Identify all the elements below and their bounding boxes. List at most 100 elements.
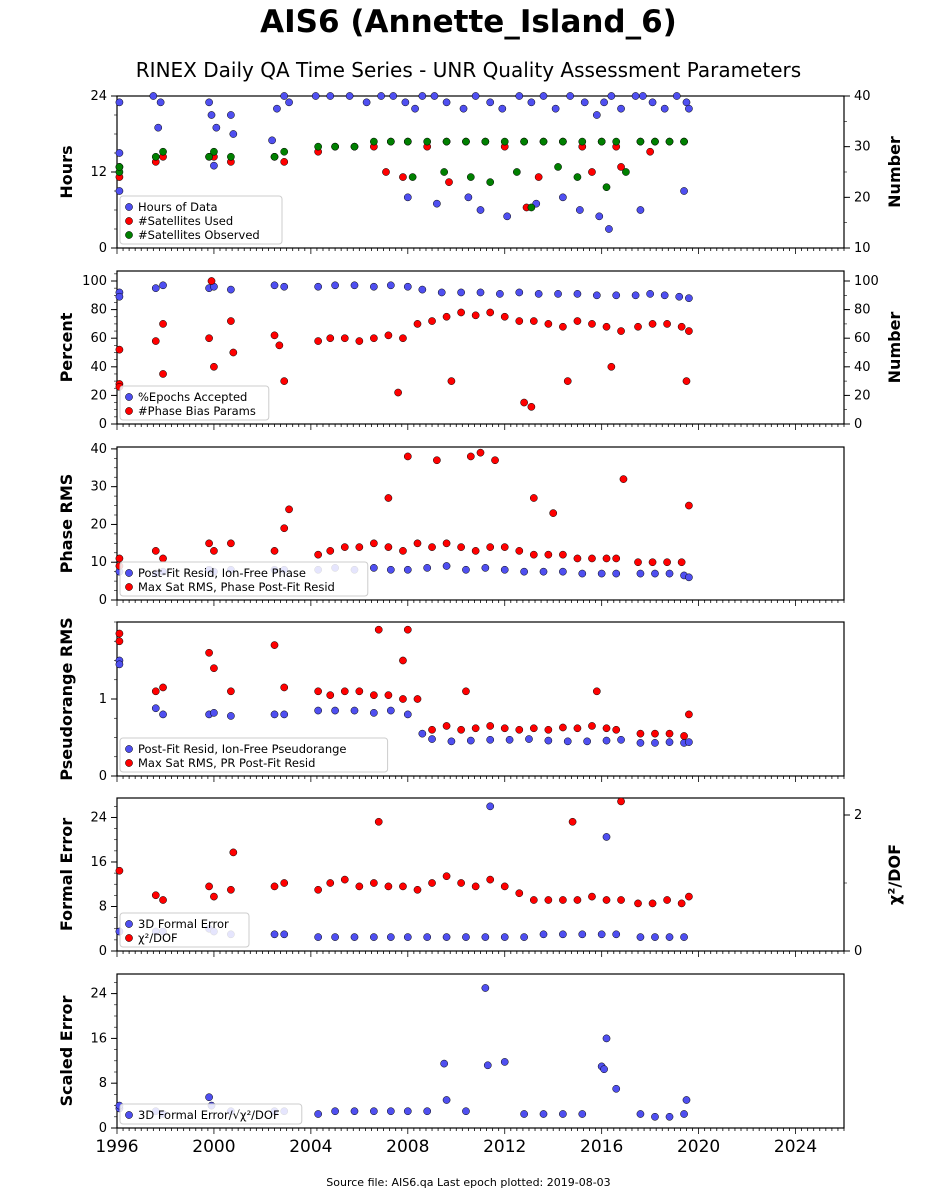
data-point	[280, 930, 289, 939]
data-point	[159, 370, 167, 378]
data-point	[685, 573, 693, 582]
data-point	[403, 710, 412, 719]
data-point	[370, 709, 378, 717]
data-point	[648, 558, 657, 567]
data-point	[563, 737, 572, 746]
data-point	[457, 288, 465, 297]
data-point	[384, 494, 393, 502]
data-point	[370, 1107, 378, 1116]
data-point	[340, 875, 349, 884]
x-tick-label: 2008	[386, 1137, 429, 1157]
data-point	[423, 564, 432, 572]
data-point	[617, 735, 625, 744]
legend-marker	[125, 934, 133, 942]
data-point	[617, 163, 625, 171]
data-point	[314, 933, 322, 941]
data-point	[156, 98, 165, 107]
data-point	[423, 137, 432, 146]
data-point	[573, 896, 582, 904]
legend-marker	[125, 569, 133, 577]
data-point	[370, 539, 378, 548]
y-tick-label: 8	[99, 1076, 107, 1091]
y2-tick-label: 20	[854, 190, 871, 205]
data-point	[413, 539, 422, 548]
data-point	[457, 308, 465, 317]
data-point	[466, 173, 475, 181]
data-point	[634, 322, 642, 331]
data-point	[602, 322, 611, 331]
data-point	[602, 736, 611, 745]
data-point	[544, 736, 553, 745]
data-point	[634, 558, 642, 567]
data-point	[520, 933, 528, 941]
data-point	[355, 543, 364, 551]
data-point	[151, 687, 160, 696]
legend-label: 3D Formal Error/√χ²/DOF	[138, 1108, 280, 1122]
data-point	[229, 130, 238, 138]
legend-marker	[125, 217, 133, 225]
data-point	[280, 92, 289, 100]
legend-box	[119, 1103, 303, 1125]
data-point	[534, 173, 543, 181]
data-point	[544, 896, 553, 904]
data-point	[326, 92, 335, 100]
data-point	[646, 290, 654, 298]
data-point	[602, 724, 611, 733]
data-point	[680, 187, 688, 195]
data-point	[413, 885, 422, 894]
data-point	[442, 312, 451, 321]
y2-tick-label: 60	[854, 331, 871, 346]
data-point	[481, 137, 490, 146]
data-point	[559, 550, 567, 559]
data-point	[205, 1093, 213, 1102]
data-point	[544, 725, 553, 734]
data-point	[527, 203, 536, 212]
data-point	[665, 1112, 674, 1121]
y2-tick-label: 20	[854, 388, 871, 403]
legend: Post-Fit Resid, Ion-Free PseudorangeMax …	[119, 737, 389, 773]
data-point	[578, 137, 587, 146]
data-point	[544, 320, 553, 328]
data-point	[685, 327, 693, 335]
data-point	[442, 872, 451, 881]
data-point	[602, 896, 611, 904]
data-point	[573, 290, 582, 298]
data-point	[500, 1058, 509, 1066]
data-point	[403, 193, 412, 202]
y2-axis-label: χ²/DOF	[885, 844, 904, 905]
data-point	[403, 452, 412, 461]
data-point	[403, 933, 412, 941]
y-tick-label: 60	[90, 331, 107, 346]
data-point	[457, 879, 465, 887]
data-point	[566, 92, 575, 100]
data-point	[665, 137, 674, 146]
data-point	[399, 882, 407, 891]
y-tick-label: 24	[90, 89, 107, 104]
data-point	[612, 569, 621, 578]
data-point	[486, 98, 495, 107]
data-point	[384, 882, 393, 891]
legend: Hours of Data#Satellites Used#Satellites…	[119, 195, 283, 245]
data-point	[500, 565, 509, 574]
data-point	[559, 723, 567, 732]
data-point	[331, 933, 339, 941]
data-point	[592, 291, 601, 300]
data-point	[672, 92, 681, 100]
data-point	[280, 147, 289, 156]
data-point	[159, 147, 167, 156]
legend-marker	[125, 759, 133, 767]
data-point	[636, 137, 645, 146]
data-point	[573, 317, 582, 325]
data-point	[660, 291, 669, 300]
data-point	[437, 288, 446, 297]
data-point	[374, 625, 383, 634]
data-point	[675, 292, 684, 301]
data-point	[677, 322, 686, 331]
data-point	[651, 739, 659, 747]
data-point	[355, 337, 364, 345]
y2-axis-label: Number	[885, 312, 904, 384]
data-point	[115, 187, 124, 195]
data-point	[462, 1107, 470, 1116]
data-point	[651, 729, 659, 738]
